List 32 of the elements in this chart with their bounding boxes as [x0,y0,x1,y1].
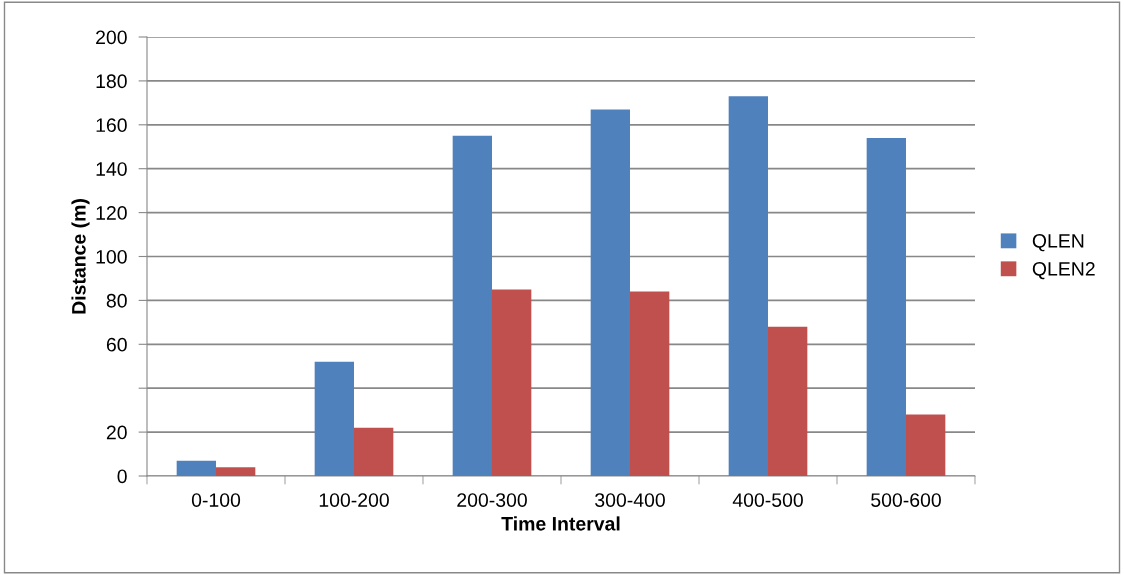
y-tick-label: 0 [117,469,127,484]
bar [314,361,354,476]
bar [216,467,256,476]
bar [492,289,532,476]
bar [176,460,216,476]
y-axis-title: Distance (m) [71,199,90,314]
bar [590,109,630,476]
y-tick-label: 120 [96,206,127,220]
y-tick-label: 80 [106,293,127,308]
legend-label: QLEN2 [1032,261,1095,280]
y-tick-label: 20 [106,425,127,440]
bar [630,291,670,476]
bar [866,137,906,476]
bar [452,135,492,476]
x-tick-label: 100-200 [319,493,389,507]
legend-label: QLEN [1032,234,1084,252]
y-tick-label: 60 [106,337,127,352]
bar [354,427,394,476]
bar [768,326,808,476]
y-tick-label: 140 [96,162,127,176]
x-tick-label: 400-500 [732,493,803,507]
bar [728,96,768,476]
y-tick-label: 100 [96,249,127,264]
x-tick-label: 300-400 [595,493,665,507]
x-tick-label: 500-600 [871,493,941,507]
y-tick-label: 180 [96,74,127,89]
y-tick-label: 200 [96,30,127,45]
y-tick-label: 160 [96,118,127,133]
x-axis-title: Time Interval [501,516,620,531]
bar [906,414,946,476]
x-tick-label: 200-300 [457,493,527,507]
x-tick-label: 0-100 [191,493,241,507]
